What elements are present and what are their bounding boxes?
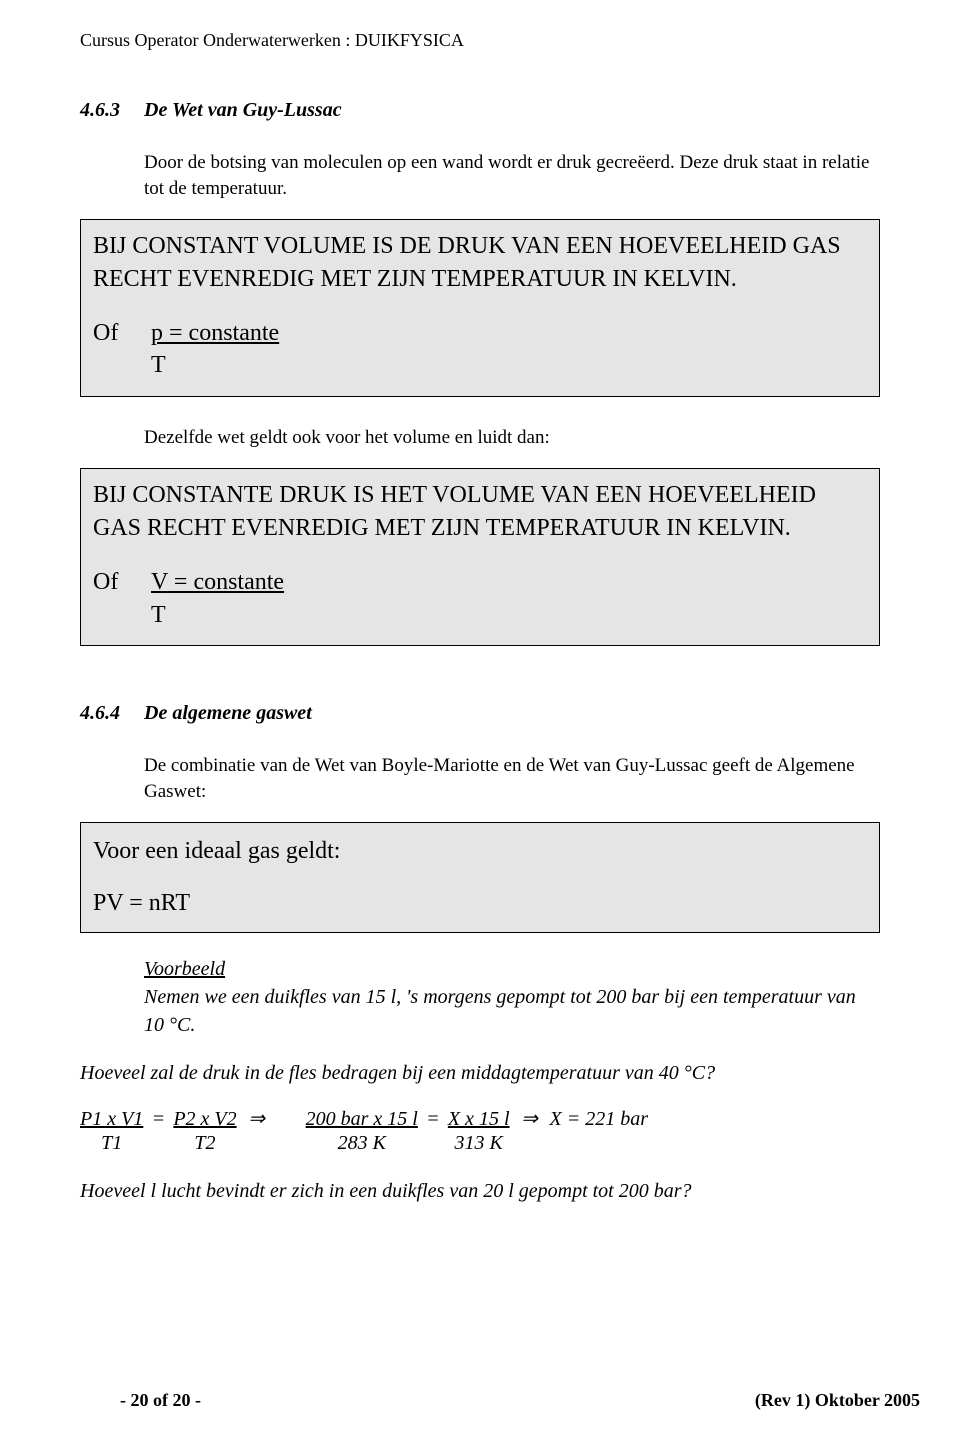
- law-box-constant-pressure: BIJ CONSTANTE DRUK IS HET VOLUME VAN EEN…: [80, 468, 880, 646]
- law2-frac-top: V: [151, 569, 168, 595]
- eq-arrow2: ⇒: [515, 1107, 545, 1131]
- footer-page: - 20 of 20 -: [120, 1390, 201, 1411]
- section-463-intro: Door de botsing van moleculen op een wan…: [144, 150, 880, 201]
- eq-rhs1-bot: 283 K: [306, 1131, 418, 1155]
- question-1: Hoeveel zal de druk in de fles bedragen …: [80, 1059, 880, 1087]
- equation-line: P1 x V1T1 = P2 x V2T2 ⇒ 200 bar x 15 l28…: [80, 1107, 880, 1155]
- eq-rhs2-bot: 313 K: [448, 1131, 510, 1155]
- question-2: Hoeveel l lucht bevindt er zich in een d…: [80, 1177, 880, 1205]
- law1-frac-bot: T: [151, 349, 279, 381]
- law2-frac-bot: T: [151, 599, 284, 631]
- law1-formula: Of p = constante T: [93, 317, 867, 382]
- eq-rhs1-top: 200 bar x 15 l: [306, 1107, 418, 1131]
- section-464-name: De algemene gaswet: [144, 702, 312, 724]
- eq-lhs1-bot: T1: [80, 1131, 143, 1155]
- eq-lhs2-top: P2 x V2: [173, 1107, 236, 1131]
- eq-eq2: =: [423, 1107, 443, 1131]
- law-box-constant-volume: BIJ CONSTANT VOLUME IS DE DRUK VAN EEN H…: [80, 219, 880, 397]
- footer-rev: (Rev 1) Oktober 2005: [755, 1390, 920, 1411]
- law2-formula: Of V = constante T: [93, 566, 867, 631]
- eq-lhs2-bot: T2: [173, 1131, 236, 1155]
- eq-lhs1-top: P1 x V1: [80, 1107, 143, 1131]
- ideal-line2: PV = nRT: [93, 885, 867, 922]
- document-header: Cursus Operator Onderwaterwerken : DUIKF…: [80, 30, 880, 51]
- section-463-bridge: Dezelfde wet geldt ook voor het volume e…: [144, 425, 880, 451]
- law1-frac-eq: = constante: [163, 320, 279, 346]
- eq-arrow1: ⇒: [242, 1107, 272, 1131]
- law1-frac-top: p: [151, 320, 163, 346]
- section-464-number: 4.6.4: [80, 702, 144, 725]
- section-464-intro: De combinatie van de Wet van Boyle-Mario…: [144, 753, 880, 804]
- eq-rhs2-top: X x 15 l: [448, 1107, 510, 1131]
- example-text: Nemen we een duikfles van 15 l, 's morge…: [144, 986, 856, 1036]
- section-463-title: 4.6.3De Wet van Guy-Lussac: [80, 99, 880, 122]
- ideal-gas-box: Voor een ideaal gas geldt: PV = nRT: [80, 822, 880, 932]
- section-463-number: 4.6.3: [80, 99, 144, 122]
- law2-text: BIJ CONSTANTE DRUK IS HET VOLUME VAN EEN…: [93, 479, 867, 544]
- example-block: Voorbeeld Nemen we een duikfles van 15 l…: [144, 955, 880, 1039]
- law2-frac-eq: = constante: [168, 569, 284, 595]
- example-label: Voorbeeld: [144, 958, 225, 980]
- ideal-line1: Voor een ideaal gas geldt:: [93, 833, 867, 870]
- law1-of: Of: [93, 317, 145, 349]
- law1-text: BIJ CONSTANT VOLUME IS DE DRUK VAN EEN H…: [93, 230, 867, 295]
- eq-eq1: =: [148, 1107, 168, 1131]
- section-464-title: 4.6.4De algemene gaswet: [80, 702, 880, 725]
- section-463-name: De Wet van Guy-Lussac: [144, 99, 342, 121]
- law2-of: Of: [93, 566, 145, 598]
- eq-result: X = 221 bar: [550, 1108, 649, 1130]
